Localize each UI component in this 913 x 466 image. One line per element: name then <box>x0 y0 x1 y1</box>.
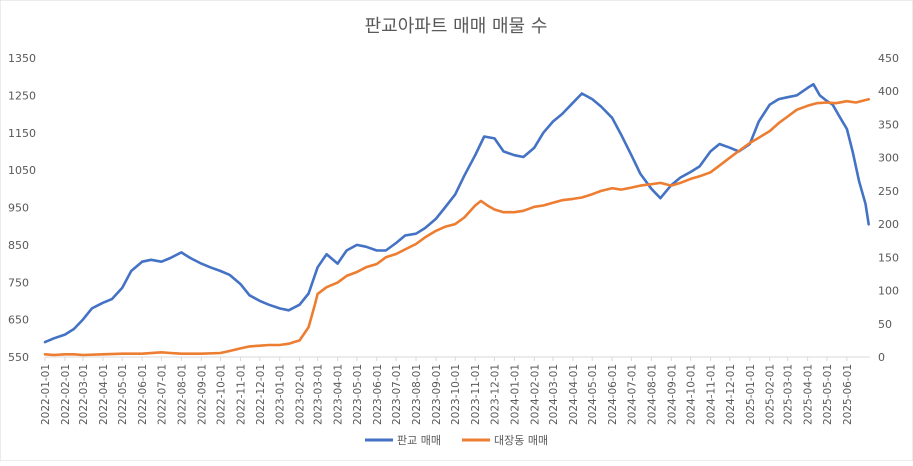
x-tick-label: 2024-09-01 <box>666 364 678 425</box>
right-y-tick-label: 200 <box>878 218 899 231</box>
right-y-tick-label: 400 <box>878 85 899 98</box>
right-y-tick-label: 350 <box>878 118 899 131</box>
x-tick-label: 2024-04-01 <box>568 364 580 425</box>
x-tick-label: 2024-11-01 <box>706 364 718 425</box>
right-y-tick-label: 300 <box>878 152 899 165</box>
right-y-tick-label: 150 <box>878 251 899 264</box>
x-tick-label: 2024-12-01 <box>725 364 737 425</box>
left-y-axis: 550 650 750 850 950 1050 1150 1250 1350 <box>8 52 36 364</box>
legend-label-daejang: 대장동 매매 <box>494 434 548 447</box>
legend-item-pangyo[interactable]: 판교 매매 <box>365 434 441 447</box>
x-tick-label: 2023-06-01 <box>372 364 384 425</box>
x-tick-label: 2022-02-01 <box>60 364 72 425</box>
chart-title: 판교아파트 매매 매물 수 <box>365 16 548 37</box>
x-tick-label: 2022-09-01 <box>196 364 208 425</box>
left-y-tick-label: 550 <box>8 351 29 364</box>
x-tick-label: 2023-12-01 <box>489 364 501 425</box>
right-y-tick-label: 50 <box>878 318 892 331</box>
series-group <box>43 82 871 357</box>
right-y-tick-label: 0 <box>878 351 885 364</box>
x-tick-label: 2025-05-01 <box>822 364 834 425</box>
x-tick-label: 2025-03-01 <box>783 364 795 425</box>
x-tick-label: 2023-09-01 <box>431 364 443 425</box>
right-y-tick-label: 450 <box>878 52 899 65</box>
x-tick-label: 2024-01-01 <box>509 364 521 425</box>
legend: 판교 매매 대장동 매매 <box>365 434 548 447</box>
right-y-tick-label: 250 <box>878 185 899 198</box>
x-tick-label: 2022-08-01 <box>176 364 188 425</box>
left-y-tick-label: 1150 <box>8 127 36 140</box>
x-tick-label: 2023-10-01 <box>450 364 462 425</box>
x-tick-label: 2024-03-01 <box>548 364 560 425</box>
x-tick-label: 2022-01-01 <box>40 364 52 425</box>
x-tick-label: 2022-07-01 <box>156 364 168 425</box>
right-y-axis: 0 50 100 150 200 250 300 350 400 450 <box>878 52 899 364</box>
left-y-tick-label: 750 <box>8 276 29 289</box>
x-tick-label: 2025-02-01 <box>765 364 777 425</box>
x-tick-label: 2022-06-01 <box>137 364 149 425</box>
series-line-pangyo <box>43 82 871 344</box>
x-tick-label: 2025-06-01 <box>842 364 854 425</box>
x-tick-label: 2023-01-01 <box>275 364 287 425</box>
left-y-tick-label: 950 <box>8 202 29 215</box>
x-tick-label: 2022-05-01 <box>117 364 129 425</box>
x-tick-label: 2022-11-01 <box>235 364 247 425</box>
x-tick-label: 2023-11-01 <box>470 364 482 425</box>
x-axis: 2022-01-01 2022-02-01 2022-03-01 2022-04-01… <box>40 357 854 425</box>
x-tick-label: 2023-03-01 <box>313 364 325 425</box>
x-tick-label: 2025-04-01 <box>803 364 815 425</box>
right-y-tick-label: 100 <box>878 285 899 298</box>
x-tick-label: 2022-12-01 <box>255 364 267 425</box>
x-tick-label: 2023-08-01 <box>411 364 423 425</box>
x-tick-label: 2023-04-01 <box>333 364 345 425</box>
legend-item-daejang[interactable]: 대장동 매매 <box>462 434 548 447</box>
x-tick-label: 2024-07-01 <box>626 364 638 425</box>
x-tick-label: 2025-01-01 <box>745 364 757 425</box>
left-y-tick-label: 850 <box>8 239 29 252</box>
x-tick-label: 2023-02-01 <box>295 364 307 425</box>
left-y-tick-label: 1250 <box>8 89 36 102</box>
x-tick-label: 2024-08-01 <box>646 364 658 425</box>
legend-label-pangyo: 판교 매매 <box>397 434 441 447</box>
series-line-daejang <box>43 97 871 357</box>
x-tick-label: 2024-05-01 <box>587 364 599 425</box>
x-tick-label: 2022-04-01 <box>98 364 110 425</box>
x-tick-label: 2024-02-01 <box>529 364 541 425</box>
left-y-tick-label: 1350 <box>8 52 36 65</box>
x-tick-label: 2022-03-01 <box>78 364 90 425</box>
left-y-tick-label: 650 <box>8 314 29 327</box>
x-tick-label: 2023-07-01 <box>391 364 403 425</box>
x-tick-label: 2022-10-01 <box>216 364 228 425</box>
x-tick-label: 2024-10-01 <box>686 364 698 425</box>
left-y-tick-label: 1050 <box>8 164 36 177</box>
x-tick-label: 2024-06-01 <box>607 364 619 425</box>
x-tick-label: 2023-05-01 <box>352 364 364 425</box>
